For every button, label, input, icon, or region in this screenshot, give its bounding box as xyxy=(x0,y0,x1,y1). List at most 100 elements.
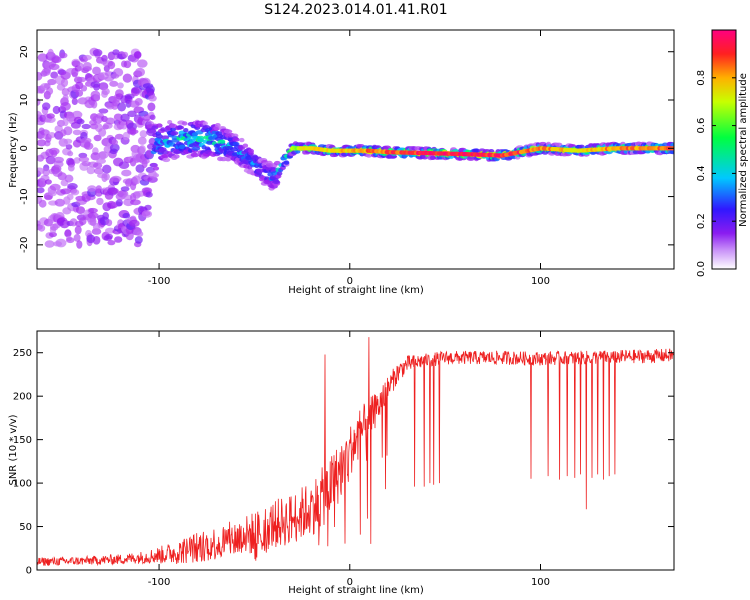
spectrogram-blob xyxy=(60,102,71,111)
spectrogram-xlabel: Height of straight line (km) xyxy=(288,285,424,296)
spectrogram-blob xyxy=(81,123,91,130)
spectrogram-blob xyxy=(134,98,143,106)
snr-xtick-label: -100 xyxy=(148,577,171,588)
spectrogram-blob xyxy=(38,224,46,232)
colorbar-tick-label: 0.0 xyxy=(696,261,707,277)
spectrogram-blob xyxy=(75,89,84,97)
spectrogram-blob xyxy=(122,51,129,58)
spectrogram-blob xyxy=(133,51,142,59)
spectrogram-blob xyxy=(107,240,116,246)
spectrogram-blob xyxy=(52,105,61,115)
spectrogram-blob xyxy=(92,236,101,245)
spectrogram-frame xyxy=(36,29,675,270)
spectrogram-blob xyxy=(42,102,51,111)
spectrogram-blob xyxy=(167,120,173,125)
spectrogram-blob xyxy=(155,134,163,139)
colorbar-tick-label: 0.8 xyxy=(696,70,707,86)
spectrogram-blob xyxy=(170,131,179,136)
spectrogram-blob xyxy=(49,231,57,238)
snr-xlabel: Height of straight line (km) xyxy=(288,585,424,596)
spectrogram-xtick-label: 0 xyxy=(347,276,353,287)
spectrogram-blob xyxy=(63,138,73,144)
spectrogram-blob xyxy=(57,172,67,181)
spectrogram-blob xyxy=(91,100,98,109)
spectrogram-blob xyxy=(161,154,169,159)
colorbar-label: Normalized spectral amplitude xyxy=(738,73,749,227)
snr-panel: -100 0 100 0 50 100 150 200 250 Height of straig… xyxy=(8,330,675,596)
spectrogram-blob xyxy=(122,73,133,83)
spectrogram-blob xyxy=(42,167,50,177)
spectrogram-blob xyxy=(76,118,85,125)
spectrogram-blob xyxy=(62,94,69,102)
spectrogram-blob xyxy=(76,240,83,249)
spectrogram-blob xyxy=(48,132,56,139)
spectrogram-blob xyxy=(78,156,90,163)
spectrogram-blob xyxy=(670,142,674,148)
spectrogram-blob xyxy=(93,134,102,142)
spectrogram-ylabel: Frequency (Hz) xyxy=(8,112,19,188)
spectrogram-blob xyxy=(38,199,47,208)
spectrogram-blob xyxy=(44,240,55,248)
spectrogram-blob xyxy=(96,197,104,206)
spectrogram-blob xyxy=(232,137,240,142)
spectrogram-blob xyxy=(82,61,92,71)
snr-ytick-label: 50 xyxy=(19,522,32,533)
spectrogram-blob xyxy=(108,187,119,194)
spectrogram-blob xyxy=(90,152,101,161)
spectrogram-blob xyxy=(223,129,233,134)
spectrogram-blob xyxy=(93,167,104,175)
spectrogram-blob xyxy=(71,97,78,105)
spectrogram-blob xyxy=(87,185,97,192)
spectrogram-blob xyxy=(107,61,116,70)
spectrogram-blob xyxy=(105,233,113,240)
spectrogram-blob xyxy=(102,212,109,220)
spectrogram-blob xyxy=(64,229,72,238)
spectrogram-blob xyxy=(466,156,475,161)
spectrogram-blob xyxy=(37,139,47,147)
spectrogram-blob xyxy=(122,194,133,201)
spectrogram-blob xyxy=(46,87,54,95)
spectrogram-blob xyxy=(113,68,124,77)
colorbar-tick-label: 0.4 xyxy=(696,165,707,181)
spectrogram-blob xyxy=(47,48,54,58)
snr-xtick-label: 100 xyxy=(531,577,550,588)
spectrogram-blob xyxy=(128,219,140,227)
spectrogram-blob xyxy=(365,153,373,158)
spectrogram-blob xyxy=(144,204,152,211)
spectrogram-blob xyxy=(145,191,153,198)
spectrogram-blob xyxy=(98,127,107,137)
snr-frame xyxy=(36,330,675,571)
spectrogram-blob xyxy=(77,62,84,70)
spectrogram-blob xyxy=(45,155,56,165)
spectrogram-blob xyxy=(93,162,103,169)
spectrogram-blob xyxy=(190,152,200,158)
spectrogram-blob xyxy=(59,52,68,59)
spectrogram-blob xyxy=(109,80,119,87)
spectrogram-xtick-label: -100 xyxy=(148,276,171,287)
spectrogram-blob xyxy=(183,128,189,133)
colorbar-frame xyxy=(711,29,737,270)
spectrogram-blob xyxy=(71,110,83,119)
spectrogram-blob xyxy=(162,157,171,163)
spectrogram-blob xyxy=(127,129,139,135)
spectrogram-blobs xyxy=(37,47,674,249)
spectrogram-blob xyxy=(55,238,67,248)
spectrogram-blob xyxy=(120,113,130,122)
spectrogram-blob xyxy=(139,158,150,165)
spectrogram-blob xyxy=(115,198,123,207)
spectrogram-blob xyxy=(48,147,60,155)
spectrogram-blob xyxy=(130,199,141,206)
spectrogram-blob xyxy=(139,130,148,138)
spectrogram-blob xyxy=(70,189,80,196)
spectrogram-blob xyxy=(178,144,186,150)
spectrogram-blob xyxy=(65,144,73,150)
spectrogram-blob xyxy=(64,174,74,183)
spectrogram-blob xyxy=(66,193,74,201)
spectrogram-blob xyxy=(114,133,124,140)
snr-ylabel: SNR (10 * v/v) xyxy=(8,414,19,485)
spectrogram-blob xyxy=(51,56,62,64)
spectrogram-blob xyxy=(37,53,48,62)
spectrogram-blob xyxy=(272,179,280,184)
spectrogram-blob xyxy=(152,166,160,171)
